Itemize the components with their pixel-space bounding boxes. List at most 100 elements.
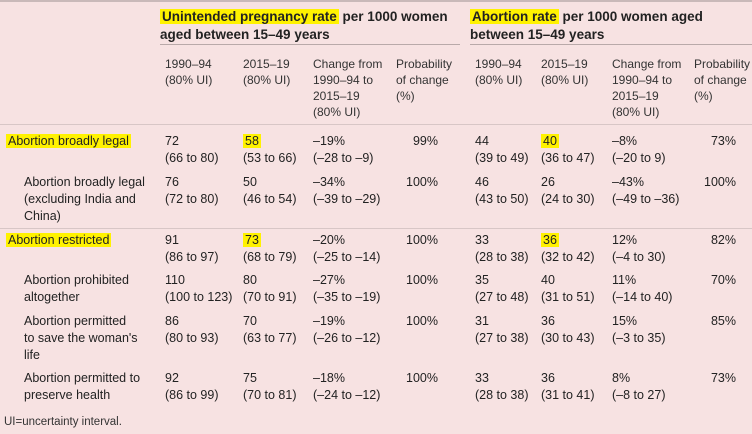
text-line: 46	[475, 175, 489, 189]
text-line: 99%	[412, 134, 438, 148]
text-line: (30 to 43)	[541, 331, 595, 345]
table-cell: 73 (68 to 79)	[243, 232, 297, 266]
row-label: Abortion permitted to save the woman's lif…	[24, 313, 138, 364]
group-title-highlight: Abortion rate	[470, 9, 559, 24]
text-line: (80% UI)	[243, 73, 291, 87]
text-line: 15%	[612, 314, 638, 328]
text-line: 1990–94 to	[313, 73, 374, 87]
text-line: 36	[541, 233, 559, 247]
text-line: (–49 to –36)	[612, 192, 680, 206]
text-line: 2015–19	[313, 89, 360, 103]
text-line: (28 to 38)	[475, 250, 529, 264]
text-line: (86 to 97)	[165, 250, 219, 264]
table-cell: 80 (70 to 91)	[243, 272, 297, 306]
table-cell: 36 (30 to 43)	[541, 313, 595, 347]
table-cell: –43% (–49 to –36)	[612, 174, 679, 208]
text-line: (39 to 49)	[475, 151, 529, 165]
text-line: –19%	[313, 314, 345, 328]
text-line: –19%	[313, 134, 345, 148]
text-line: 100%	[406, 314, 438, 328]
group-title-rest: per 1000 women aged between 15–49 years	[470, 9, 703, 42]
text-line: Abortion permitted	[24, 314, 127, 328]
row-separator	[0, 124, 752, 125]
text-line: (86 to 99)	[165, 388, 219, 402]
group-title-highlight: Unintended pregnancy rate	[160, 9, 339, 24]
table-cell: 70 (63 to 77)	[243, 313, 297, 347]
table-cell: 31 (27 to 38)	[475, 313, 529, 347]
text-line: (%)	[694, 89, 713, 103]
column-header: Probability of change (%)	[694, 56, 750, 104]
text-line: (excluding India and	[24, 192, 136, 206]
table-cell: 58 (53 to 66)	[243, 133, 297, 167]
table-cell: 110 (100 to 123)	[165, 272, 232, 306]
text-line: 2015–19	[612, 89, 659, 103]
table-cell: –19% (–26 to –12)	[313, 313, 380, 347]
row-label: Abortion prohibited altogether	[24, 272, 129, 306]
row-label: Abortion permitted to preserve health	[24, 370, 140, 404]
text-line: 82%	[710, 233, 736, 247]
text-line: 85%	[710, 314, 736, 328]
text-line: 58	[243, 134, 261, 148]
row-label: Abortion broadly legal (excluding India a…	[24, 174, 145, 225]
table-cell: 36 (31 to 41)	[541, 370, 595, 404]
column-header: 2015–19 (80% UI)	[243, 56, 290, 88]
text-line: (–26 to –12)	[313, 331, 381, 345]
text-line: 100%	[406, 233, 438, 247]
text-line: (–8 to 27)	[612, 388, 666, 402]
text-line: (100 to 123)	[165, 290, 233, 304]
group-title-abortion: Abortion rate per 1000 women aged betwee…	[470, 8, 752, 44]
text-line: altogether	[24, 290, 80, 304]
group-title-rest: per 1000 women aged between 15–49 years	[160, 9, 448, 42]
table-cell: 8% (–8 to 27)	[612, 370, 666, 404]
table-cell: 40 (36 to 47)	[541, 133, 595, 167]
text-line: of change	[694, 73, 747, 87]
text-line: –43%	[612, 175, 644, 189]
text-line: Probability	[694, 57, 751, 71]
text-line: (%)	[396, 89, 415, 103]
table-cell: 100%	[694, 174, 736, 191]
text-line: 11%	[612, 273, 637, 287]
group-title-pregnancy: Unintended pregnancy rate per 1000 women…	[160, 8, 460, 44]
table-cell: 73%	[694, 133, 736, 150]
text-line: 1990–94	[165, 57, 212, 71]
table-cell: 85%	[694, 313, 736, 330]
text-line: China)	[24, 209, 61, 223]
table-cell: 100%	[396, 370, 438, 387]
column-header: Change from 1990–94 to 2015–19 (80% UI)	[313, 56, 382, 120]
text-line: Abortion broadly legal	[6, 134, 131, 148]
text-line: 2015–19	[541, 57, 588, 71]
table-cell: 92 (86 to 99)	[165, 370, 219, 404]
table-cell: –18% (–24 to –12)	[313, 370, 380, 404]
text-line: Probability	[396, 57, 453, 71]
text-line: (63 to 77)	[243, 331, 297, 345]
text-line: Abortion broadly legal	[24, 175, 145, 189]
text-line: (66 to 80)	[165, 151, 219, 165]
group-rule-abortion	[470, 44, 752, 45]
text-line: 35	[475, 273, 489, 287]
text-line: 100%	[406, 273, 438, 287]
column-header: Change from 1990–94 to 2015–19 (80% UI)	[612, 56, 681, 120]
text-line: 33	[475, 233, 489, 247]
text-line: (36 to 47)	[541, 151, 595, 165]
text-line: (–24 to –12)	[313, 388, 381, 402]
group-rule-pregnancy	[160, 44, 460, 45]
row-separator	[0, 228, 752, 229]
text-line: 73%	[710, 371, 736, 385]
text-line: 31	[475, 314, 489, 328]
table-cell: 86 (80 to 93)	[165, 313, 219, 347]
text-line: 72	[165, 134, 179, 148]
text-line: 73	[243, 233, 261, 247]
text-line: (31 to 51)	[541, 290, 595, 304]
table-cell: 11% (–14 to 40)	[612, 272, 672, 306]
text-line: 1990–94 to	[612, 73, 673, 87]
text-line: (70 to 91)	[243, 290, 297, 304]
text-line: Abortion restricted	[6, 233, 112, 247]
text-line: 100%	[406, 371, 438, 385]
text-line: (32 to 42)	[541, 250, 595, 264]
text-line: 40	[541, 134, 559, 148]
text-line: (24 to 30)	[541, 192, 595, 206]
column-header: 1990–94 (80% UI)	[475, 56, 522, 88]
table-cell: 91 (86 to 97)	[165, 232, 219, 266]
table-cell: 75 (70 to 81)	[243, 370, 297, 404]
table-cell: 100%	[396, 272, 438, 289]
